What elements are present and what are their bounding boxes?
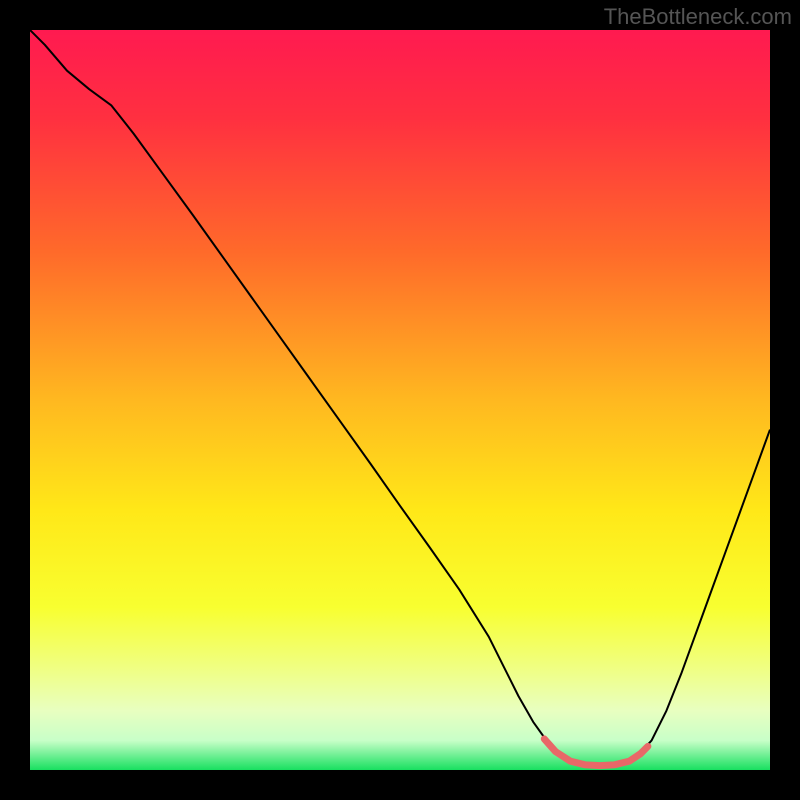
watermark-text: TheBottleneck.com: [604, 4, 792, 30]
gradient-background: [30, 30, 770, 770]
chart-svg: [30, 30, 770, 770]
plot-area: [30, 30, 770, 770]
chart-container: TheBottleneck.com: [0, 0, 800, 800]
